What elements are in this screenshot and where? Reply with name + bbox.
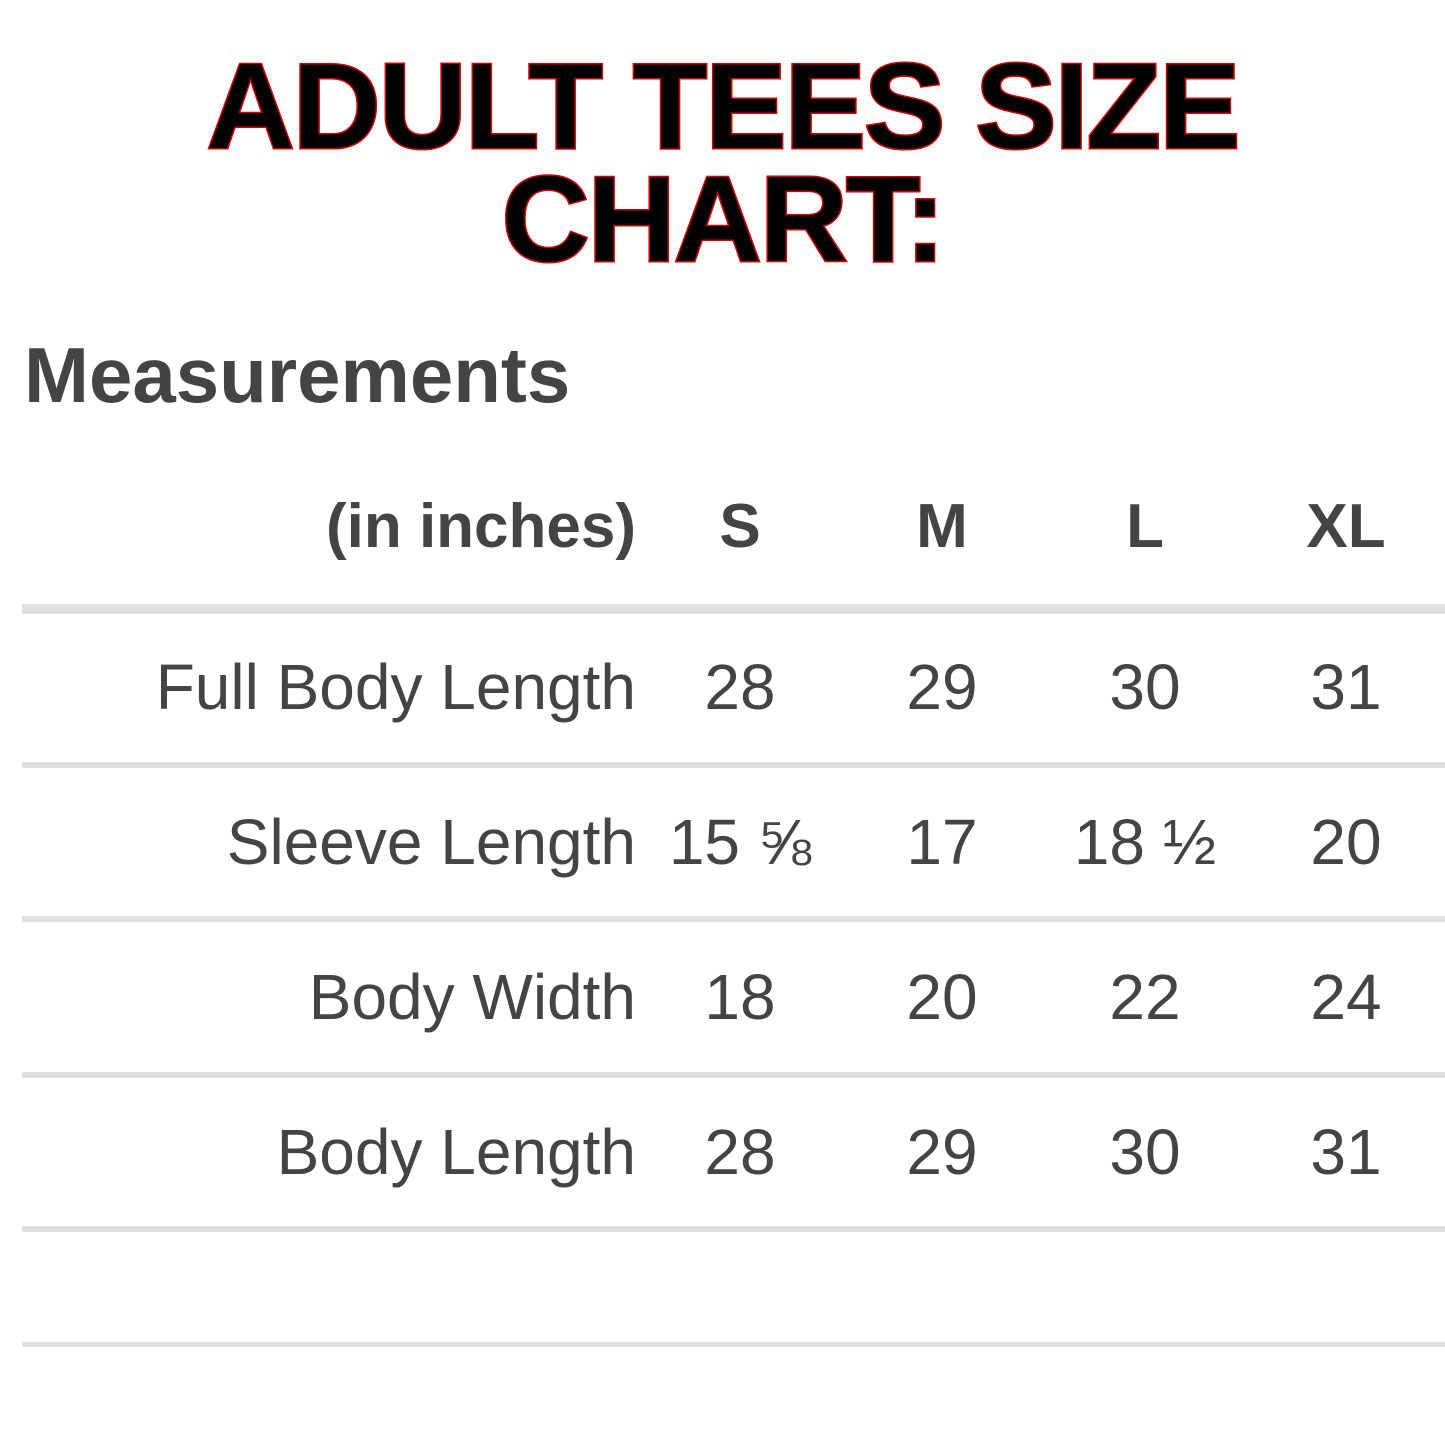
- cell-m: 29: [906, 1116, 978, 1188]
- cell-s: 18: [704, 961, 776, 1033]
- cell-s: 15 ⅝: [668, 806, 812, 878]
- cell-l: 18 ½: [1073, 806, 1217, 878]
- cell-m: 20: [906, 961, 978, 1033]
- size-header-l: L: [1126, 492, 1164, 561]
- size-header-xl: XL: [1306, 492, 1386, 561]
- cell-xl: 31: [1310, 1116, 1382, 1188]
- size-header-s: S: [719, 492, 761, 561]
- section-heading: Measurements: [24, 331, 571, 419]
- title-line-1: ADULT TEES SIZE: [205, 38, 1242, 174]
- unit-header: (in inches): [325, 492, 636, 561]
- cell-xl: 20: [1310, 806, 1382, 878]
- row-divider: [22, 1342, 1445, 1347]
- cell-l: 22: [1109, 961, 1181, 1033]
- title-line-2: CHART:: [500, 151, 947, 287]
- row-label: Body Length: [276, 1116, 636, 1188]
- table-header-row: (in inches) S M L XL: [0, 487, 1445, 567]
- row-divider: [22, 762, 1445, 768]
- row-label: Sleeve Length: [226, 806, 636, 878]
- row-divider: [22, 1072, 1445, 1078]
- size-header-m: M: [916, 492, 968, 561]
- row-label: Full Body Length: [155, 651, 636, 723]
- cell-m: 29: [906, 651, 978, 723]
- cell-m: 17: [906, 806, 978, 878]
- table-row: Sleeve Length 15 ⅝ 17 18 ½ 20: [0, 802, 1445, 882]
- cell-xl: 24: [1310, 961, 1382, 1033]
- row-label: Body Width: [308, 961, 636, 1033]
- cell-s: 28: [704, 1116, 776, 1188]
- cell-l: 30: [1109, 651, 1181, 723]
- row-divider: [22, 1226, 1445, 1232]
- table-row: Body Width 18 20 22 24: [0, 957, 1445, 1037]
- cell-s: 28: [704, 651, 776, 723]
- header-divider: [22, 604, 1445, 614]
- row-divider: [22, 916, 1445, 922]
- cell-l: 30: [1109, 1116, 1181, 1188]
- cell-xl: 31: [1310, 651, 1382, 723]
- table-row: Full Body Length 28 29 30 31: [0, 647, 1445, 727]
- table-row: Body Length 28 29 30 31: [0, 1112, 1445, 1192]
